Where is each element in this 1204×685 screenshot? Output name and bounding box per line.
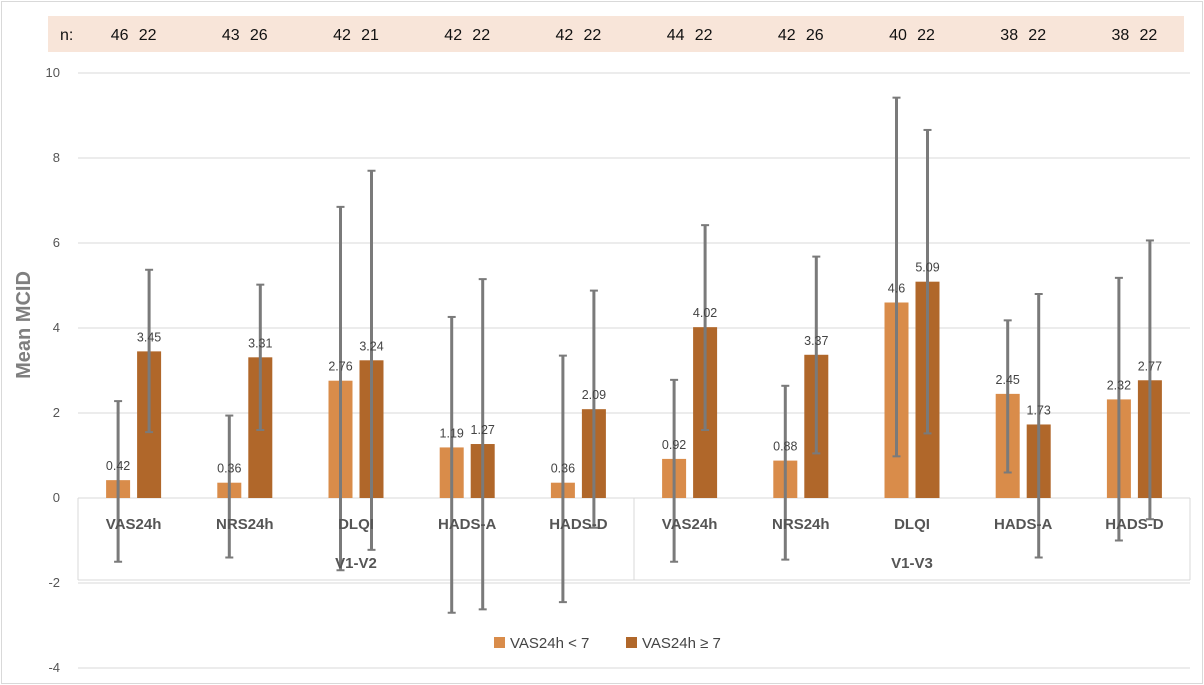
data-label: 0.88: [773, 440, 797, 454]
n-value: 38: [1000, 27, 1018, 44]
y-tick-label: -4: [48, 660, 60, 675]
n-value: 42: [778, 27, 796, 44]
legend-label: VAS24h < 7: [510, 635, 589, 652]
data-label: 0.42: [106, 459, 130, 473]
data-label: 3.31: [248, 336, 272, 350]
category-labels: VAS24h NRS24h DLQI HADS-A HADS-D VAS24h NRS24h…: [106, 516, 1164, 572]
group-label: V1-V3: [891, 555, 933, 572]
n-value: 22: [139, 27, 157, 44]
data-labels: 0.42 3.45 0.36 3.31 2.76 3.24 1.19 1.27 0.36 2.09…: [106, 261, 1162, 476]
data-label: 5.09: [915, 261, 939, 275]
n-value: 42: [444, 27, 462, 44]
y-tick-label: 4: [53, 320, 60, 335]
data-label: 1.73: [1027, 403, 1051, 417]
y-tick-label: 8: [53, 150, 60, 165]
data-label: 2.45: [996, 373, 1020, 387]
group-label: V1-V2: [335, 555, 377, 572]
data-label: 0.92: [662, 438, 686, 452]
data-label: 0.36: [217, 462, 241, 476]
data-label: 1.19: [440, 426, 464, 440]
n-banner: [48, 16, 1184, 52]
y-axis-ticks: -4 -2 0 2 4 6 8 10: [46, 65, 60, 675]
category-label: HADS-D: [549, 516, 607, 533]
category-label: NRS24h: [216, 516, 274, 533]
data-label: 3.37: [804, 334, 828, 348]
category-label: NRS24h: [772, 516, 830, 533]
category-label: DLQI: [338, 516, 374, 533]
y-tick-label: 0: [53, 490, 60, 505]
n-value: 21: [361, 27, 379, 44]
n-value: 26: [250, 27, 268, 44]
n-value: 22: [584, 27, 602, 44]
data-label: 4.6: [888, 282, 905, 296]
n-value: 22: [917, 27, 935, 44]
data-label: 2.77: [1138, 359, 1162, 373]
category-label: HADS-D: [1105, 516, 1163, 533]
n-value: 42: [333, 27, 351, 44]
n-value: 44: [667, 27, 685, 44]
data-label: 0.36: [551, 462, 575, 476]
n-value: 22: [1140, 27, 1158, 44]
n-values: 46 22 43 26 42 21 42 22 42 22 44 22 42 26 40 22 38 22 38 22: [111, 27, 1158, 44]
data-label: 2.76: [328, 360, 352, 374]
n-value: 42: [556, 27, 574, 44]
n-value: 26: [806, 27, 824, 44]
n-prefix: n:: [60, 27, 73, 44]
category-label: HADS-A: [438, 516, 496, 533]
error-bars: [114, 96, 1154, 614]
category-label: VAS24h: [106, 516, 162, 533]
n-value: 22: [695, 27, 713, 44]
legend-swatch: [626, 637, 637, 648]
category-label: HADS-A: [994, 516, 1052, 533]
category-label: VAS24h: [662, 516, 718, 533]
n-value: 22: [472, 27, 490, 44]
legend-swatch: [494, 637, 505, 648]
data-label: 2.32: [1107, 378, 1131, 392]
y-tick-label: 10: [46, 65, 60, 80]
data-label: 3.45: [137, 330, 161, 344]
y-tick-label: 6: [53, 235, 60, 250]
n-value: 40: [889, 27, 907, 44]
y-tick-label: -2: [48, 575, 60, 590]
y-axis-label: Mean MCID: [13, 271, 35, 379]
n-value: 46: [111, 27, 129, 44]
n-value: 43: [222, 27, 240, 44]
data-label: 2.09: [582, 388, 606, 402]
legend-label: VAS24h ≥ 7: [642, 635, 721, 652]
data-label: 4.02: [693, 306, 717, 320]
y-tick-label: 2: [53, 405, 60, 420]
data-label: 3.24: [359, 339, 383, 353]
category-label: DLQI: [894, 516, 930, 533]
n-value: 38: [1112, 27, 1130, 44]
data-label: 1.27: [471, 423, 495, 437]
legend: VAS24h < 7 VAS24h ≥ 7: [494, 635, 721, 652]
n-value: 22: [1028, 27, 1046, 44]
